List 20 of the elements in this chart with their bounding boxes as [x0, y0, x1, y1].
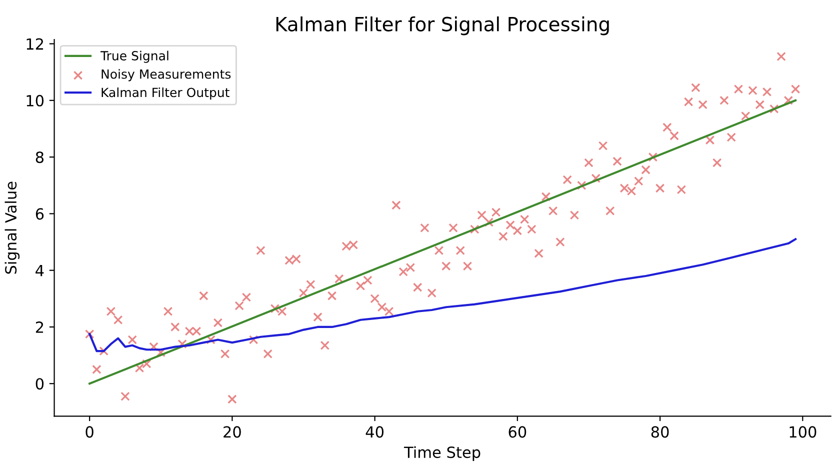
y-tick-label: 0: [36, 378, 44, 390]
x-tick-label: 60: [508, 426, 526, 438]
y-tick-label: 8: [36, 152, 44, 164]
y-tick-label: 6: [36, 208, 44, 220]
y-axis-title: Signal Value: [4, 182, 20, 274]
x-axis-title: Time Step: [404, 446, 480, 462]
chart-title: Kalman Filter for Signal Processing: [276, 16, 609, 36]
x-tick-label: 40: [366, 426, 384, 438]
legend-label: True Signal: [100, 50, 168, 63]
legend-label: Kalman Filter Output: [102, 87, 230, 100]
line-series: [88, 238, 797, 352]
y-tick-label: 10: [26, 94, 44, 106]
x-tick-label: 100: [790, 426, 816, 438]
x-tick-label: 0: [86, 426, 94, 438]
y-tick-label: 2: [36, 321, 44, 333]
x-tick-label: 20: [224, 426, 241, 438]
x-tick-label: 80: [651, 426, 669, 438]
y-tick-label: 12: [26, 38, 44, 50]
legend-label: Noisy Measurements: [102, 69, 231, 82]
y-tick-label: 4: [36, 264, 44, 276]
